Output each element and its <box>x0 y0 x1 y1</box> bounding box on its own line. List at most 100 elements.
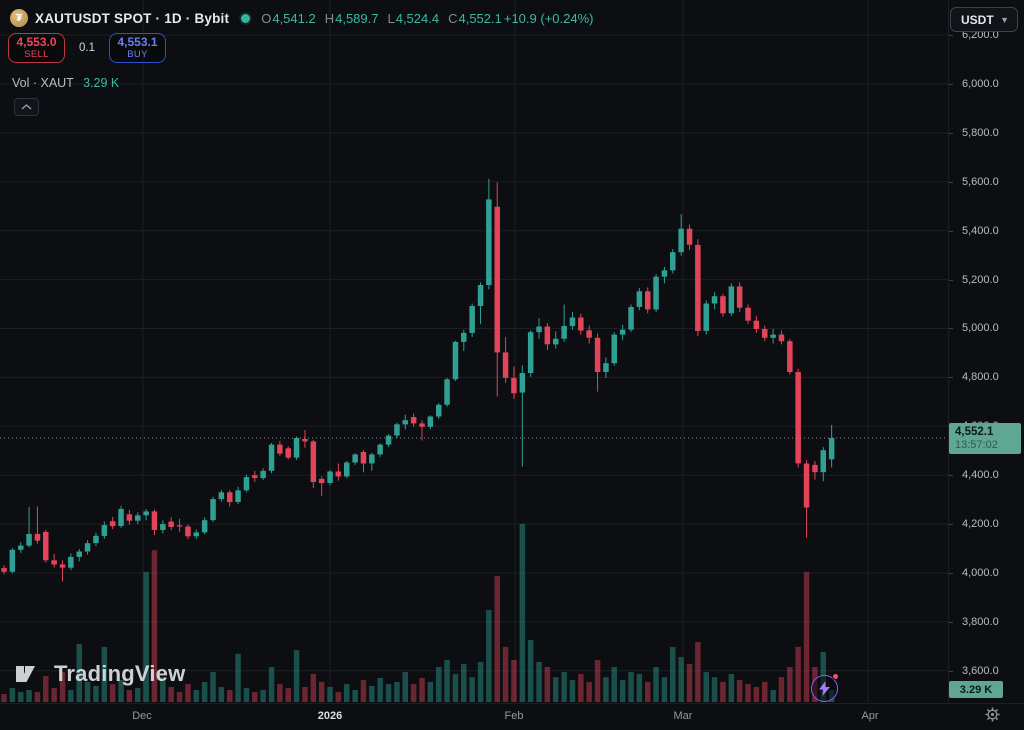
candle-body <box>645 291 651 310</box>
candle-body <box>812 464 818 473</box>
chevron-down-icon: ▼ <box>1000 14 1009 25</box>
candle-body <box>1 568 7 572</box>
candle-body <box>185 526 191 537</box>
volume-bar <box>486 610 492 702</box>
candle-body <box>268 444 275 471</box>
candle-body <box>318 478 325 484</box>
candle-body <box>59 564 66 568</box>
spark-boost-button[interactable] <box>811 673 839 702</box>
candle-body <box>68 556 74 568</box>
volume-bar <box>268 667 275 702</box>
candle-body <box>820 450 826 473</box>
price-tick-label: 5,000.0 <box>962 322 999 335</box>
currency-dropdown[interactable]: USDT ▼ <box>950 7 1018 32</box>
volume-bar <box>76 644 82 702</box>
time-tick-label: 2026 <box>317 710 343 722</box>
price-tick-mark <box>949 572 953 574</box>
tether-gold-coin-icon: ₮ <box>10 9 28 27</box>
candle-body <box>586 330 592 338</box>
buy-price: 4,553.1 <box>117 34 158 49</box>
volume-bar <box>803 572 810 702</box>
candle-body <box>285 448 291 458</box>
volume-indicator-row: Vol · XAUT 3.29 K <box>12 76 119 90</box>
candle-body <box>160 524 166 530</box>
sell-button[interactable]: 4,553.0 SELL <box>8 33 65 63</box>
volume-bar <box>586 681 592 702</box>
candle-body <box>143 511 149 516</box>
close-value: 4,552.1 <box>458 10 502 26</box>
candle-body <box>344 462 350 477</box>
high-value: 4,589.7 <box>335 10 379 26</box>
volume-bar <box>1 694 7 702</box>
volume-bar <box>561 672 567 702</box>
tradingview-watermark: TradingView <box>15 660 185 688</box>
volume-bar <box>636 673 643 702</box>
candle-body <box>611 334 617 364</box>
volume-bar <box>720 681 726 702</box>
time-tick-label: Dec <box>132 710 152 722</box>
symbol-title[interactable]: XAUTUSDT SPOT · 1D · Bybit <box>35 10 230 26</box>
price-tick-mark <box>949 670 953 672</box>
volume-bar <box>686 664 693 702</box>
volume-bar <box>310 673 317 702</box>
price-tick-mark <box>949 377 953 379</box>
volume-bar <box>603 677 609 702</box>
volume-bar <box>260 690 266 702</box>
volume-bar <box>452 673 459 702</box>
price-tick-label: 4,000.0 <box>962 566 999 579</box>
axis-settings-button[interactable] <box>979 702 1005 726</box>
buy-button[interactable]: 4,553.1 BUY <box>109 33 166 63</box>
volume-bar <box>578 673 584 702</box>
volume-bar <box>109 684 116 702</box>
volume-bar <box>176 692 183 702</box>
volume-bar <box>728 673 735 702</box>
candle-body <box>93 535 99 544</box>
volume-bar <box>745 684 751 702</box>
volume-series <box>1 523 835 702</box>
volume-bar <box>227 690 233 702</box>
candle-body <box>335 471 342 477</box>
candle-body <box>118 508 124 526</box>
tradingview-logo-icon <box>16 666 35 682</box>
price-tick-label: 4,800.0 <box>962 371 999 384</box>
price-tick-mark <box>949 83 953 85</box>
candle-body <box>561 326 567 339</box>
time-axis[interactable]: Dec 2026 Feb Mar Apr <box>0 703 1024 730</box>
volume-bar <box>135 688 141 702</box>
candle-body <box>828 438 835 460</box>
volume-bar <box>68 690 74 702</box>
open-label: O <box>261 10 272 26</box>
price-axis[interactable]: 6,200.0 6,000.0 5,800.0 5,600.0 5,400.0 5,200… <box>948 0 1024 730</box>
candle-body <box>778 334 785 342</box>
time-tick-label: Mar <box>673 710 693 722</box>
price-tick-label: 5,400.0 <box>962 224 999 237</box>
candle-body <box>76 551 82 557</box>
volume-indicator-label[interactable]: Vol · XAUT <box>12 76 74 90</box>
volume-bar <box>787 667 793 702</box>
candle-body <box>670 252 676 271</box>
spread-value: 0.1 <box>79 42 95 54</box>
candle-body <box>135 515 141 521</box>
volume-bar <box>410 684 417 702</box>
lightning-bolt-icon <box>819 681 830 696</box>
current-price-value: 4,552.1 <box>955 425 994 438</box>
candle-body <box>51 560 57 565</box>
high-label: H <box>324 10 335 26</box>
candle-body <box>803 463 810 508</box>
volume-bar <box>293 650 300 702</box>
price-tick-mark <box>949 524 953 526</box>
volume-bar <box>143 572 149 702</box>
collapse-legend-button[interactable] <box>14 98 39 116</box>
candle-body <box>293 438 300 458</box>
price-tick-mark <box>949 475 953 477</box>
volume-bar <box>544 667 551 702</box>
volume-bar <box>26 690 32 702</box>
candle-body <box>252 475 258 479</box>
volume-bar <box>519 523 526 702</box>
volume-bar <box>101 646 108 702</box>
price-change: +10.9 (+0.24%) <box>503 10 594 26</box>
ohlc-values: O4,541.2 H4,589.7 L4,524.4 C4,552.1 <box>261 11 502 26</box>
price-tick-mark <box>949 621 953 623</box>
price-tick-mark <box>949 230 953 232</box>
